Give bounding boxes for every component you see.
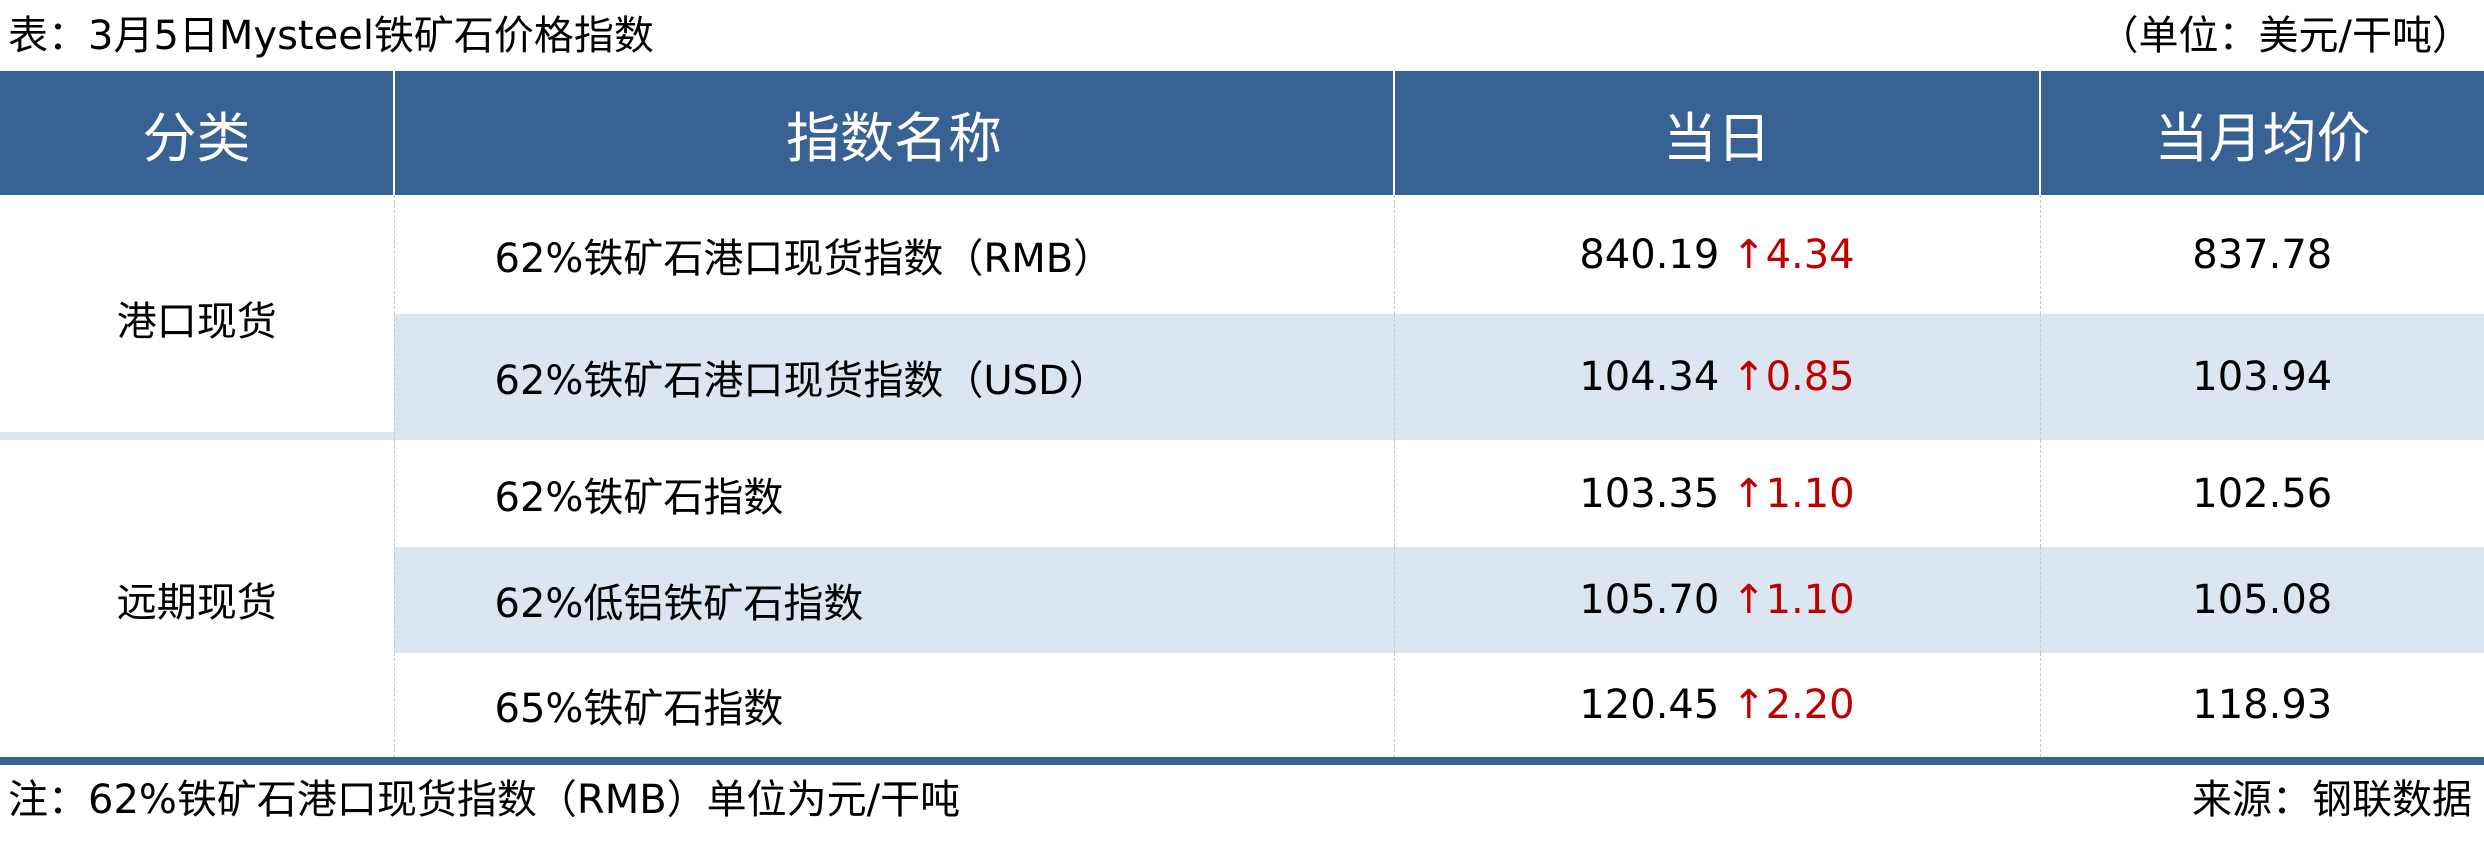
arrow-up-icon: ↑ [1732, 354, 1766, 400]
header-index-name: 指数名称 [393, 71, 1394, 195]
footnote: 注：62%铁矿石港口现货指数（RMB）单位为元/干吨 [8, 777, 961, 823]
month-avg-value: 837.78 [2039, 195, 2484, 314]
change-value: 4.34 [1765, 231, 1855, 278]
today-value: 103.35 [1579, 470, 1720, 517]
category-divider [0, 432, 394, 440]
table-row: 65%铁矿石指数 120.45 ↑2.20 118.93 [0, 653, 2484, 757]
header-category: 分类 [0, 71, 394, 195]
change-value: 1.10 [1765, 577, 1855, 623]
today-cell: 840.19 ↑4.34 [1393, 195, 2040, 314]
table-bottom-border [0, 757, 2484, 765]
index-name: 65%铁矿石指数 [393, 653, 1394, 757]
unit-label: （单位：美元/干吨） [2098, 13, 2472, 59]
today-value: 120.45 [1579, 682, 1720, 728]
change-value: 1.10 [1765, 470, 1855, 517]
today-cell: 104.34 ↑0.85 [1393, 314, 2040, 440]
today-cell: 103.35 ↑1.10 [1393, 440, 2040, 547]
change-value: 0.85 [1765, 354, 1855, 400]
header-month-avg: 当月均价 [2039, 71, 2484, 195]
today-value: 105.70 [1579, 577, 1720, 623]
arrow-up-icon: ↑ [1732, 470, 1766, 517]
index-name: 62%铁矿石港口现货指数（RMB） [393, 195, 1394, 314]
index-name: 62%低铝铁矿石指数 [393, 547, 1394, 653]
table-row: 62%低铝铁矿石指数 105.70 ↑1.10 105.08 [0, 547, 2484, 653]
month-avg-value: 105.08 [2039, 547, 2484, 653]
table-row: 62%铁矿石港口现货指数（USD） 104.34 ↑0.85 103.94 [0, 314, 2484, 440]
month-avg-value: 102.56 [2039, 440, 2484, 547]
index-name: 62%铁矿石指数 [393, 440, 1394, 547]
table-title: 表：3月5日Mysteel铁矿石价格指数 [8, 13, 654, 59]
month-avg-value: 103.94 [2039, 314, 2484, 440]
today-cell: 120.45 ↑2.20 [1393, 653, 2040, 757]
category-cell: 远期现货 [0, 440, 394, 757]
arrow-up-icon: ↑ [1732, 577, 1766, 623]
category-cell: 港口现货 [0, 195, 394, 440]
today-value: 840.19 [1579, 231, 1720, 278]
arrow-up-icon: ↑ [1732, 231, 1766, 278]
arrow-up-icon: ↑ [1732, 682, 1766, 728]
table-row: 远期现货 62%铁矿石指数 103.35 ↑1.10 102.56 [0, 440, 2484, 757]
month-avg-value: 118.93 [2039, 653, 2484, 757]
change-value: 2.20 [1765, 682, 1855, 728]
source-label: 来源：钢联数据 [2192, 777, 2472, 823]
header-today: 当日 [1393, 71, 2040, 195]
table-row: 港口现货 62%铁矿石港口现货指数（RMB） 840.19 ↑4.34 837.78 [0, 195, 2484, 440]
price-index-table: 分类 指数名称 当日 当月均价 港口现货 62%铁矿石港口现货指数（RMB） 840… [0, 71, 2484, 757]
today-cell: 105.70 ↑1.10 [1393, 547, 2040, 653]
today-value: 104.34 [1579, 354, 1720, 400]
index-name: 62%铁矿石港口现货指数（USD） [393, 314, 1394, 440]
header-row: 分类 指数名称 当日 当月均价 [0, 71, 2484, 195]
